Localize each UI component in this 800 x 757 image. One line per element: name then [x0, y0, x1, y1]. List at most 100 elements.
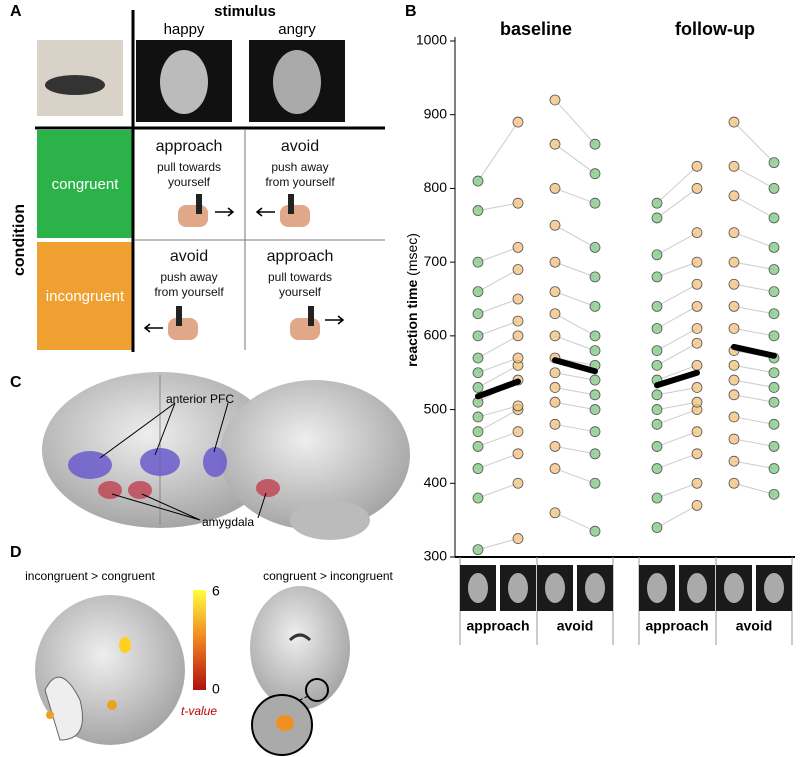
colorbar [193, 590, 206, 690]
subject-dot [691, 396, 703, 408]
subject-dot [728, 256, 740, 268]
subject-dot [691, 256, 703, 268]
pair-line [554, 99, 596, 145]
subject-dot [728, 359, 740, 371]
subject-dot [768, 418, 780, 430]
mean-line [731, 343, 777, 359]
pair-line [733, 379, 775, 388]
subject-dot [589, 241, 601, 253]
condition-header: condition [11, 204, 28, 276]
subject-dot [728, 433, 740, 445]
panel-label: C [10, 374, 22, 391]
subject-dot [691, 426, 703, 438]
subject-dot [549, 308, 561, 320]
pair-line [554, 468, 596, 484]
incongruent-box [37, 242, 133, 350]
subject-dot [512, 400, 524, 412]
subject-dot [589, 330, 601, 342]
pair-line [733, 394, 775, 403]
panel-label: D [10, 544, 22, 561]
face [468, 573, 488, 603]
colorbar-label: 0 [212, 681, 220, 697]
subject-dot [691, 337, 703, 349]
pair-line [733, 482, 775, 495]
subject-dot [768, 183, 780, 194]
instruction-label: pull towards yourself [156, 160, 222, 189]
pair-line [656, 261, 698, 278]
y-tick-label: 900 [424, 105, 448, 121]
task-cell: approach pull towards yourself [245, 248, 355, 300]
y-tick-label: 500 [424, 400, 448, 416]
group-label: avoid [736, 618, 773, 634]
action-label: avoid [169, 248, 209, 265]
subject-dot [728, 389, 740, 401]
pair-line [733, 261, 775, 271]
subject-dot [512, 264, 524, 275]
pair-line [656, 431, 698, 447]
subject-dot [691, 300, 703, 312]
subject-dot [472, 426, 484, 438]
group-label: approach [645, 618, 708, 634]
y-tick-label: 600 [424, 327, 448, 343]
subject-dot [768, 264, 780, 275]
subject-dot [472, 382, 484, 393]
map-title: incongruent > congruent [25, 569, 155, 583]
scanner-person [45, 75, 105, 95]
y-label: reaction time [404, 280, 420, 367]
subject-dot [549, 382, 561, 393]
y-tick-label: 1000 [416, 32, 447, 48]
subject-dot [651, 404, 663, 415]
panel-label: B [405, 3, 417, 20]
subject-dot [512, 197, 524, 209]
pair-line [656, 342, 698, 366]
subject-dot [651, 359, 663, 371]
subject-dot [691, 499, 703, 511]
subject-dot [728, 190, 740, 202]
subject-dot [512, 293, 524, 305]
pair-line [733, 327, 775, 337]
face [508, 573, 528, 603]
mean-line [654, 369, 700, 389]
column-header: happy [164, 21, 205, 38]
group: approach [459, 116, 536, 645]
brain-renders [42, 372, 410, 540]
subject-dot [691, 278, 703, 290]
face [273, 50, 321, 114]
pair-line [554, 335, 596, 352]
task-cell: avoid push away from yourself [134, 248, 244, 300]
pair-line [656, 232, 698, 256]
subject-dot [651, 197, 663, 209]
pair-line [656, 504, 698, 528]
subject-dot [691, 359, 703, 371]
panel-label: A [10, 3, 22, 20]
pair-line [477, 121, 519, 182]
subject-dot [728, 411, 740, 423]
subject-dot [589, 345, 601, 357]
subject-dot [728, 477, 740, 489]
subject-dot [512, 533, 524, 544]
y-axis-label: reaction time (msec) [404, 233, 420, 367]
pair-line [554, 187, 596, 204]
pair-line [554, 224, 596, 248]
pair-line [554, 261, 596, 278]
face [647, 573, 667, 603]
pair-line [554, 143, 596, 175]
group: approach [638, 160, 715, 645]
subject-dot [768, 330, 780, 342]
subject-dot [472, 411, 484, 423]
subject-dot [651, 492, 663, 504]
subject-dot [549, 219, 561, 231]
subject-dot [549, 256, 561, 268]
action-label: approach [155, 138, 223, 155]
subject-dot [728, 374, 740, 386]
subject-dot [651, 212, 663, 224]
pair-line [477, 320, 519, 337]
pair-line [554, 445, 596, 455]
group: avoid [715, 116, 793, 645]
map-title: congruent > incongruent [263, 569, 393, 583]
pair-line [656, 305, 698, 329]
pair-line [733, 438, 775, 447]
subject-dot [728, 323, 740, 334]
mean-line [552, 357, 598, 375]
